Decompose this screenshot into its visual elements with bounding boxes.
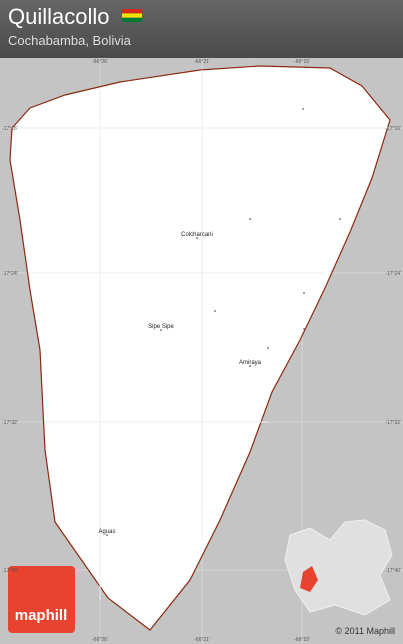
latitude-label: -17°32' (385, 420, 401, 426)
graticule-inner (12, 70, 388, 600)
flag (121, 9, 142, 22)
longitude-label: -66°26' (92, 59, 108, 65)
latitude-label: -17°16' (2, 126, 18, 132)
longitude-label: -66°15' (294, 59, 310, 65)
place-label: Aguas (98, 529, 115, 535)
latitude-label: -17°16' (385, 126, 401, 132)
latitude-label: -17°40' (385, 568, 401, 574)
place-label: Colcharcani (181, 232, 213, 238)
logo: maphill (15, 607, 68, 624)
header: Quillacollo Cochabamba, Bolivia (0, 0, 403, 58)
subtitle: Cochabamba, Bolivia (8, 33, 131, 48)
longitude-label: -66°21' (194, 59, 210, 65)
copyright: © 2011 Maphill (336, 626, 396, 636)
latitude-label: -17°24' (2, 271, 18, 277)
logo-box (8, 566, 75, 633)
place-label: Sipe Sipe (148, 324, 174, 330)
title-text: Quillacollo (8, 4, 110, 29)
place-label: Amiraya (239, 360, 262, 366)
longitude-label: -66°21' (194, 637, 210, 643)
longitude-label: -66°15' (294, 637, 310, 643)
place-dots (106, 108, 341, 536)
region (9, 65, 391, 631)
inset (284, 519, 393, 616)
latitude-label: -17°32' (2, 420, 18, 426)
latitude-label: -17°40' (2, 568, 18, 574)
longitude-label: -66°26' (92, 637, 108, 643)
latitude-label: -17°24' (385, 271, 401, 277)
title: Quillacollo (8, 4, 142, 30)
